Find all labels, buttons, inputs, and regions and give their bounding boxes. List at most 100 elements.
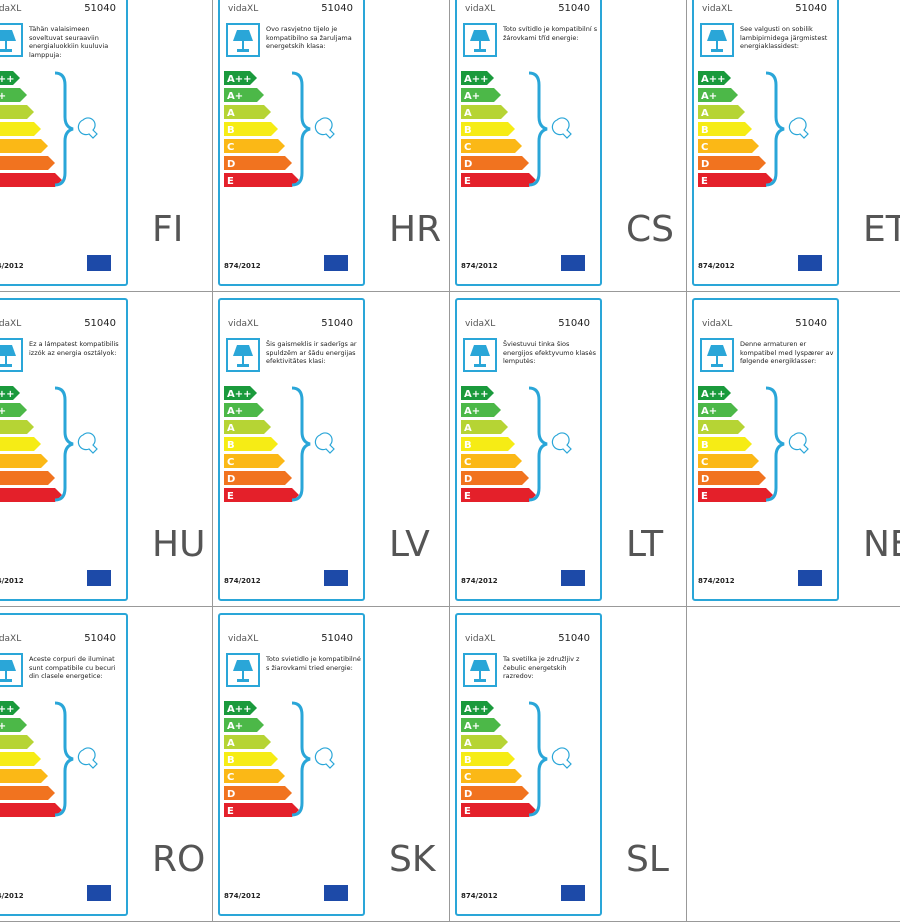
class-arrow (698, 71, 731, 85)
brace (528, 701, 548, 817)
lamp-stem (716, 356, 718, 364)
model-number: 51040 (321, 318, 353, 329)
lamp-base (237, 49, 249, 52)
class-arrow (461, 735, 508, 749)
class-arrow (224, 173, 299, 187)
brace (528, 386, 548, 502)
energy-label: vidaXL 51040 See valgusti on sobilik lambi… (692, 0, 839, 286)
eu-flag (561, 255, 585, 271)
description: Tähän valaisimeen soveltuvat seuraaviin … (29, 25, 109, 59)
lamp-shade (233, 345, 253, 356)
model-number: 51040 (321, 3, 353, 14)
class-arrow (698, 139, 759, 153)
class-arrow (461, 403, 501, 417)
class-arrow (224, 122, 278, 136)
class-arrow (224, 803, 299, 817)
class-letter: A+ (0, 721, 6, 732)
class-arrow (461, 488, 536, 502)
class-letter: E (227, 806, 234, 817)
class-letter: C (701, 142, 708, 153)
class-letter: C (227, 142, 234, 153)
lamp-shade (707, 30, 727, 41)
class-arrow (0, 769, 48, 783)
class-letter: A+ (701, 91, 717, 102)
class-arrow (0, 88, 27, 102)
class-letter: D (464, 474, 472, 485)
lamp-shade (233, 30, 253, 41)
class-arrow (0, 454, 48, 468)
class-letter: A (227, 423, 235, 434)
class-letter: C (464, 457, 471, 468)
class-arrow (461, 769, 522, 783)
lamp-stem (242, 41, 244, 49)
class-arrow (461, 386, 494, 400)
brand: vidaXL (465, 319, 496, 329)
brace (54, 386, 74, 502)
class-letter: E (464, 491, 471, 502)
class-arrow (224, 735, 271, 749)
label-cell: vidaXL 51040 Tähän valaisimeen soveltuvat … (0, 0, 213, 292)
brace (291, 701, 311, 817)
lamp-base (0, 679, 12, 682)
class-letter: A (701, 423, 709, 434)
lamp-svg (470, 345, 490, 367)
class-letter: D (227, 474, 235, 485)
description: Toto svítidlo je kompatibilní s žárovkam… (503, 25, 598, 42)
bulb-icon (314, 117, 335, 139)
lamp-stem (5, 41, 7, 49)
class-letter: B (227, 755, 235, 766)
class-letter: B (464, 755, 472, 766)
description: Ta svetilka je združljiv z čebulic energ… (503, 655, 580, 680)
class-arrow (224, 718, 264, 732)
class-arrow (461, 701, 494, 715)
class-arrow (461, 156, 529, 170)
label-cell: vidaXL 51040 Ta svetilka je združljiv z če… (450, 607, 687, 922)
energy-label: vidaXL 51040 Toto svítidlo je kompatibilní… (455, 0, 602, 286)
model-number: 51040 (84, 633, 116, 644)
lamp-shade (470, 30, 490, 41)
class-arrow (698, 122, 752, 136)
class-letter: A+ (464, 721, 480, 732)
eu-flag (561, 885, 585, 901)
class-arrow (0, 803, 62, 817)
label-cell: vidaXL 51040 Šviestuvui tinka šios energij… (450, 292, 687, 607)
class-arrow (461, 139, 522, 153)
class-letter: D (701, 474, 709, 485)
class-letter: A (464, 423, 472, 434)
description: Šis gaismeklis ir saderīgs ar spuldzēm a… (266, 340, 357, 365)
class-letter: E (227, 491, 234, 502)
class-arrow (224, 403, 264, 417)
class-arrow (698, 156, 766, 170)
regulation: 874/2012 (461, 892, 498, 900)
class-arrow (0, 156, 55, 170)
class-letter: A++ (0, 389, 15, 400)
lamp-shade (707, 345, 727, 356)
energy-label: vidaXL 51040 Toto svietidlo je kompatibiln… (218, 613, 365, 916)
eu-flag (324, 885, 348, 901)
class-arrow (461, 173, 536, 187)
label-cell: vidaXL 51040 Toto svietidlo je kompatibiln… (213, 607, 450, 922)
brace (765, 71, 785, 187)
bulb-icon (314, 747, 335, 769)
eu-flag (87, 885, 111, 901)
class-letter: A+ (701, 406, 717, 417)
lamp-shade (0, 30, 16, 41)
energy-label: vidaXL 51040 Denne armaturen er kompatibel… (692, 298, 839, 601)
brace (528, 71, 548, 187)
lamp-base (0, 49, 12, 52)
brace (291, 71, 311, 187)
class-arrow (698, 471, 766, 485)
class-arrow (224, 156, 292, 170)
class-arrow (0, 173, 62, 187)
label-cell: vidaXL 51040 Aceste corpuri de iluminat su… (0, 607, 213, 922)
energy-label: vidaXL 51040 Aceste corpuri de iluminat su… (0, 613, 128, 916)
model-number: 51040 (795, 318, 827, 329)
label-cell: vidaXL 51040 Toto svítidlo je kompatibilní… (450, 0, 687, 292)
energy-label: vidaXL 51040 Ta svetilka je združljiv z če… (455, 613, 602, 916)
model-number: 51040 (321, 633, 353, 644)
regulation: 874/2012 (0, 577, 24, 585)
country-code: SK (389, 839, 436, 880)
description: Ovo rasvjetno tijelo je kompatibilno sa … (266, 25, 352, 50)
